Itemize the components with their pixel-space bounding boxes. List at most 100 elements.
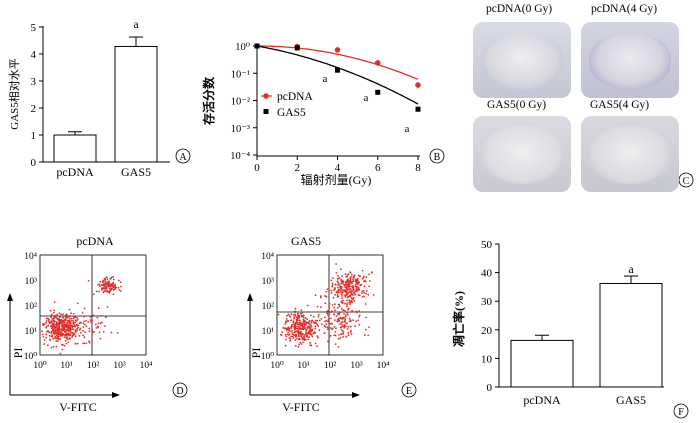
panel-d-event-dot <box>112 278 115 281</box>
panel-d-event-dot <box>52 345 55 348</box>
panel-e-event-dot <box>305 329 308 331</box>
panel-e-event-dot <box>334 309 336 312</box>
panel-e-event-dot <box>301 338 304 340</box>
panel-d-event-dot <box>54 336 57 338</box>
panel-e-event-dot <box>295 319 298 322</box>
panel-d-event-dot <box>61 325 63 328</box>
panel-e-event-dot <box>317 325 320 328</box>
panel-d-event-dot <box>57 335 60 338</box>
panel-d-event-dot <box>83 315 85 318</box>
panel-d-event-dot <box>41 333 44 336</box>
panel-e-event-dot <box>335 272 338 274</box>
panel-d-event-dot <box>67 316 69 319</box>
panel-d-event-dot <box>62 316 65 319</box>
panel-d-event-dot <box>56 325 58 328</box>
panel-e-event-dot <box>346 274 349 276</box>
panel-d-event-dot <box>57 333 60 336</box>
panel-e-event-dot <box>319 296 322 299</box>
panel-e-event-dot <box>329 334 332 337</box>
panel-e-event-dot <box>330 289 333 292</box>
panel-e-event-dot <box>341 275 343 278</box>
panel-e-event-dot <box>355 288 358 290</box>
panel-f-significance-mark: a <box>628 262 634 276</box>
panel-e-event-dot <box>349 295 352 298</box>
panel-e-event-dot <box>349 293 352 296</box>
panel-d-event-dot <box>96 316 99 319</box>
panel-d-event-dot <box>49 325 52 328</box>
panel-e-event-dot <box>314 319 317 322</box>
panel-e-event-dot <box>356 279 359 282</box>
panel-f-ytick-label: 10 <box>481 353 493 365</box>
panel-d-event-dot <box>64 340 67 342</box>
panel-e-event-dot <box>346 312 349 314</box>
panel-e-event-dot <box>303 339 306 342</box>
panel-a-category-gas5: GAS5 <box>121 165 151 179</box>
panel-d-event-dot <box>88 327 91 330</box>
panel-e-event-dot <box>331 285 334 288</box>
panel-e-event-dot <box>349 320 352 323</box>
panel-e-event-dot <box>368 273 370 276</box>
panel-d-event-dot <box>120 285 122 288</box>
panel-e-event-dot <box>352 319 354 322</box>
panel-f-category-pcdna: pcDNA <box>523 393 561 407</box>
panel-e-event-dot <box>306 326 309 328</box>
panel-e-event-dot <box>309 326 312 329</box>
panel-d-event-dot <box>52 337 55 340</box>
panel-e-xtick-label: 10³ <box>350 361 363 371</box>
panel-d-event-dot <box>66 338 69 341</box>
legend-gas5-label: GAS5 <box>277 107 306 119</box>
panel-e-event-dot <box>351 300 353 303</box>
panel-e-event-dot <box>325 290 328 293</box>
panel-b-xtick-label: 8 <box>415 162 421 174</box>
panel-d-event-dot <box>97 326 99 329</box>
panel-e-event-dot <box>330 317 332 320</box>
panel-e-event-dot <box>363 285 366 288</box>
panel-e-event-dot <box>346 288 349 291</box>
panel-f-ytick-label: 50 <box>481 239 493 251</box>
panel-d-event-dot <box>69 324 72 327</box>
panel-e-event-dot <box>286 333 289 336</box>
panel-d-ytick-label: 10⁴ <box>24 252 38 262</box>
panel-e-event-dot <box>363 280 365 283</box>
panel-e-badge <box>401 382 417 398</box>
panel-d-event-dot <box>42 324 45 327</box>
panel-e-event-dot <box>353 275 355 278</box>
panel-d-event-dot <box>58 319 61 322</box>
series-pcdna-point <box>374 60 381 66</box>
panel-d-event-dot <box>117 286 120 289</box>
panel-e-event-dot <box>314 327 317 330</box>
panel-a-ytick-label: 3 <box>31 76 37 88</box>
panel-e-event-dot <box>356 282 359 285</box>
panel-d-event-dot <box>53 317 55 320</box>
panel-d-event-dot <box>70 319 73 322</box>
panel-d-event-dot <box>85 325 88 328</box>
panel-d-event-dot <box>84 331 86 333</box>
panel-e-pi-arrowhead <box>247 293 253 301</box>
panel-e-event-dot <box>347 325 350 328</box>
panel-e-fitc-arrowhead <box>352 392 360 398</box>
panel-d-event-dot <box>66 335 68 337</box>
panel-e-event-dot <box>336 320 339 323</box>
panel-e-event-dot <box>358 323 361 326</box>
panel-e-event-dot <box>355 311 358 314</box>
panel-e-event-dot <box>351 281 353 283</box>
panel-e-event-dot <box>342 332 345 335</box>
panel-e-event-dot <box>306 321 308 324</box>
panel-d-event-dot <box>94 323 97 326</box>
panel-e-event-dot <box>299 319 301 322</box>
panel-e-event-dot <box>342 336 345 338</box>
panel-e-event-dot <box>338 313 340 316</box>
panel-d-event-dot <box>101 287 103 290</box>
panel-e-event-dot <box>346 322 348 325</box>
panel-e-event-dot <box>316 323 319 326</box>
panel-e-event-dot <box>334 303 336 305</box>
panel-e-event-dot <box>334 343 337 345</box>
panel-e-event-dot <box>340 301 343 303</box>
panel-e-event-dot <box>326 288 329 291</box>
panel-e-event-dot <box>343 326 346 329</box>
panel-d-event-dot <box>67 319 70 322</box>
panel-e-event-dot <box>363 291 365 294</box>
panel-d-event-dot <box>43 323 46 325</box>
panel-d-event-dot <box>55 345 58 348</box>
panel-d-event-dot <box>76 318 79 321</box>
